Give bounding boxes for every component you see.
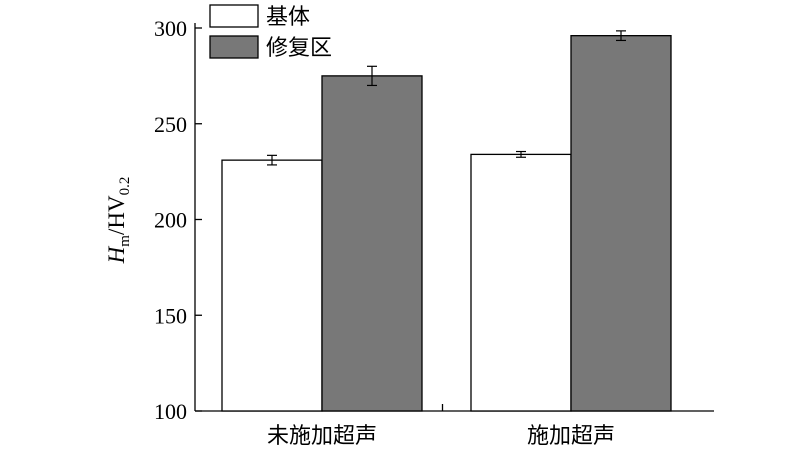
error-bar-repair-1 xyxy=(616,30,626,42)
bar-matrix-0 xyxy=(221,159,323,412)
legend-label: 基体 xyxy=(266,5,310,30)
y-tick-label-150: 150 xyxy=(154,303,187,328)
y-axis-label-symbol-sub: m xyxy=(117,235,133,247)
y-axis-label-unit-sub: 0.2 xyxy=(117,177,133,196)
y-axis-label-symbol: H xyxy=(104,245,129,264)
bar-repair-1 xyxy=(570,35,672,412)
bar-matrix-1 xyxy=(470,153,572,412)
y-axis-label-unit: /HV xyxy=(104,195,129,235)
axes: 100 150 200 250 300 未施加超声 施加超声 xyxy=(154,16,714,449)
legend-label: 修复区 xyxy=(266,36,332,61)
legend-swatch xyxy=(209,35,259,59)
legend-item-matrix: 基体 xyxy=(209,4,310,30)
legend-swatch xyxy=(209,4,259,28)
y-tick-label-250: 250 xyxy=(154,112,187,137)
y-tick-label-300: 300 xyxy=(154,16,187,41)
bars xyxy=(221,30,672,412)
error-bar-repair-0 xyxy=(367,65,377,87)
x-category-label-0: 未施加超声 xyxy=(267,424,377,449)
legend-item-repair: 修复区 xyxy=(209,35,332,61)
y-tick-label-100: 100 xyxy=(154,399,187,424)
x-category-label-1: 施加超声 xyxy=(527,424,615,449)
error-bar-matrix-1 xyxy=(516,150,526,158)
y-tick-label-200: 200 xyxy=(154,208,187,233)
error-bar-matrix-0 xyxy=(267,154,277,166)
y-axis-label: Hm/HV0.2 xyxy=(104,177,133,265)
bar-repair-0 xyxy=(321,75,423,412)
